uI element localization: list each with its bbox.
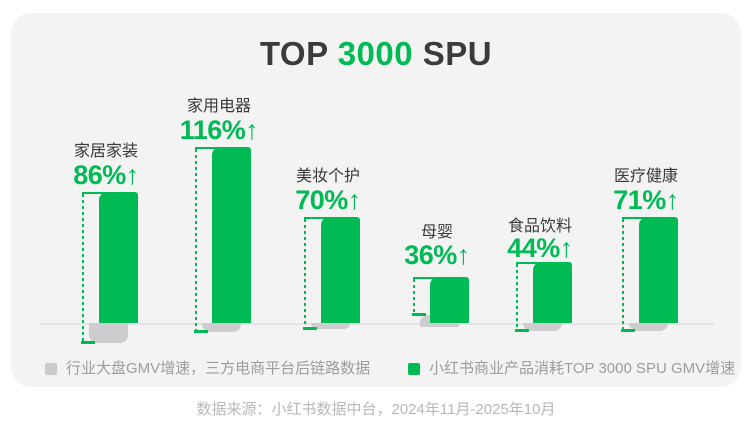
xhs-bar-3 xyxy=(321,217,360,323)
dashed-guide-6 xyxy=(622,219,624,331)
dashed-guide-5 xyxy=(516,264,518,331)
category-label-2: 家用电器 xyxy=(186,98,251,115)
industry-level-tick-5 xyxy=(515,329,529,332)
top-connector-5 xyxy=(516,262,541,264)
legend-item-industry: 行业大盘GMV增速，三方电商平台后链路数据 xyxy=(45,361,370,376)
industry-level-tick-2 xyxy=(194,330,208,333)
xhs-bar-4 xyxy=(430,277,469,323)
dashed-guide-2 xyxy=(195,149,197,332)
growth-value-3: 70%↑ xyxy=(295,185,361,215)
xhs-bar-1 xyxy=(99,192,138,323)
industry-level-tick-1 xyxy=(81,341,95,344)
category-label-6: 医疗健康 xyxy=(613,168,678,185)
growth-value-6: 71%↑ xyxy=(613,185,679,215)
category-label-3: 美妆个护 xyxy=(295,168,360,185)
title-prefix: TOP xyxy=(259,35,338,72)
legend-swatch-gray-icon xyxy=(45,362,57,375)
industry-bar-2 xyxy=(202,323,241,332)
title-highlight: 3000 xyxy=(337,35,414,72)
industry-level-tick-3 xyxy=(303,327,317,330)
category-label-5: 食品饮料 xyxy=(507,218,572,235)
industry-bar-5 xyxy=(523,323,562,331)
industry-bar-3 xyxy=(311,323,350,329)
xhs-bar-6 xyxy=(639,217,678,323)
xhs-bar-5 xyxy=(533,262,572,323)
industry-level-tick-6 xyxy=(621,329,635,332)
industry-bar-6 xyxy=(629,323,668,331)
top-connector-4 xyxy=(413,277,438,279)
top-connector-6 xyxy=(622,217,647,219)
category-label-4: 母婴 xyxy=(420,224,453,241)
industry-bar-1 xyxy=(89,323,128,343)
title-suffix: SPU xyxy=(413,35,493,72)
dashed-guide-4 xyxy=(413,279,415,315)
growth-value-1: 86%↑ xyxy=(73,160,139,190)
legend-item-xhs: 小红书商业产品消耗TOP 3000 SPU GMV增速 xyxy=(408,361,735,376)
dashed-guide-3 xyxy=(304,219,306,329)
industry-level-tick-4 xyxy=(412,313,426,316)
growth-value-2: 116%↑ xyxy=(179,115,259,145)
legend-label-xhs: 小红书商业产品消耗TOP 3000 SPU GMV增速 xyxy=(429,360,736,377)
legend-swatch-green-icon xyxy=(408,362,420,375)
xhs-bar-2 xyxy=(212,147,251,323)
top-connector-3 xyxy=(304,217,329,219)
top-connector-2 xyxy=(195,147,220,149)
growth-value-4: 36%↑ xyxy=(404,240,470,270)
data-source-note: 数据来源：小红书数据中台，2024年11月-2025年10月 xyxy=(196,401,556,418)
chart-title: TOP 3000 SPU xyxy=(0,36,752,72)
baseline-axis xyxy=(40,323,714,325)
legend-label-industry: 行业大盘GMV增速，三方电商平台后链路数据 xyxy=(66,360,371,377)
dashed-guide-1 xyxy=(82,194,84,343)
top-connector-1 xyxy=(82,192,107,194)
growth-value-5: 44%↑ xyxy=(507,233,573,263)
category-label-1: 家居家装 xyxy=(73,143,138,160)
